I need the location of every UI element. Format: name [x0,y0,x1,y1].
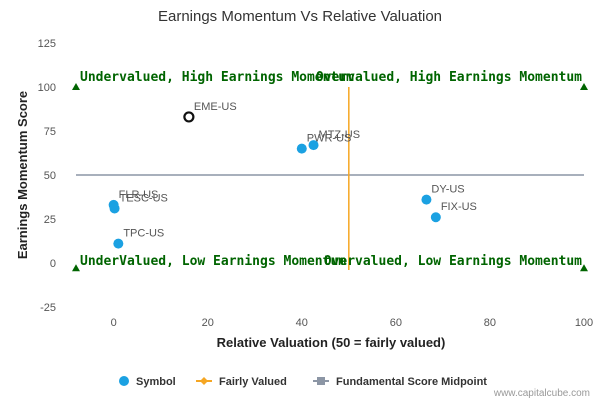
legend-marker-fundamental-midpoint [317,377,325,385]
y-tick-label: 50 [44,170,56,182]
chart-title: Earnings Momentum Vs Relative Valuation [158,8,442,25]
x-tick-label: 40 [296,317,308,329]
corner-triangle-marker [72,264,80,272]
data-point-label: PWR-US [307,133,352,145]
y-tick-label: 75 [44,126,56,138]
data-point-label: MTZ-US [319,129,361,141]
y-tick-label: 125 [38,38,56,50]
x-tick-label: 80 [484,317,496,329]
data-point[interactable] [183,111,195,123]
reference-lines [76,87,584,271]
data-point[interactable] [296,143,307,154]
quadrant-label-top-right: Overvalued, High Earnings Momentum [316,70,582,85]
y-tick-label: 100 [38,82,56,94]
data-point[interactable] [109,203,120,214]
data-point[interactable] [308,140,319,151]
data-point[interactable] [113,238,124,249]
y-axis-title: Earnings Momentum Score [15,91,30,259]
quadrant-label-bottom-right: Overvalued, Low Earnings Momentum [324,254,582,269]
x-axis-title: Relative Valuation (50 = fairly valued) [217,335,446,350]
legend-label-fairly-valued: Fairly Valued [219,376,287,388]
legend-label-symbol: Symbol [136,376,176,388]
data-point[interactable] [421,194,432,205]
data-point-label: TPC-US [123,228,164,240]
y-tick-label: -25 [40,302,56,314]
corner-markers [72,83,588,272]
x-tick-label: 0 [111,317,117,329]
data-point[interactable] [430,212,441,223]
legend-item-fairly-valued[interactable]: Fairly Valued [196,376,287,388]
data-point-label: FIX-US [441,201,477,213]
x-tick-label: 20 [202,317,214,329]
quadrant-label-bottom-left: UnderValued, Low Earnings Momentum [80,254,346,269]
x-tick-label: 100 [575,317,593,329]
corner-triangle-marker [72,83,80,90]
legend-marker-fairly-valued [200,377,208,385]
data-point-label: DY-US [431,184,464,196]
credit: www.capitalcube.com [493,388,590,399]
corner-triangle-marker [580,264,588,272]
corner-triangle-marker [580,83,588,90]
legend: Symbol Fairly Valued Fundamental Score M… [119,376,487,388]
x-axis-ticks: 0 20 40 60 80 100 [111,317,594,329]
data-point-label: FLR-US [119,189,159,201]
y-tick-label: 0 [50,258,56,270]
y-tick-label: 25 [44,214,56,226]
x-tick-label: 60 [390,317,402,329]
legend-item-fundamental-midpoint[interactable]: Fundamental Score Midpoint [313,376,487,388]
quadrant-label-top-left: Undervalued, High Earnings Momentum [80,70,354,85]
legend-item-symbol[interactable]: Symbol [119,376,176,388]
data-point-label: EME-US [194,101,237,113]
data-point-label: TESC-US [120,192,168,204]
legend-label-fundamental-midpoint: Fundamental Score Midpoint [336,376,487,388]
y-axis-ticks: -25 0 25 50 75 100 125 [38,38,56,314]
legend-marker-symbol [119,376,129,386]
